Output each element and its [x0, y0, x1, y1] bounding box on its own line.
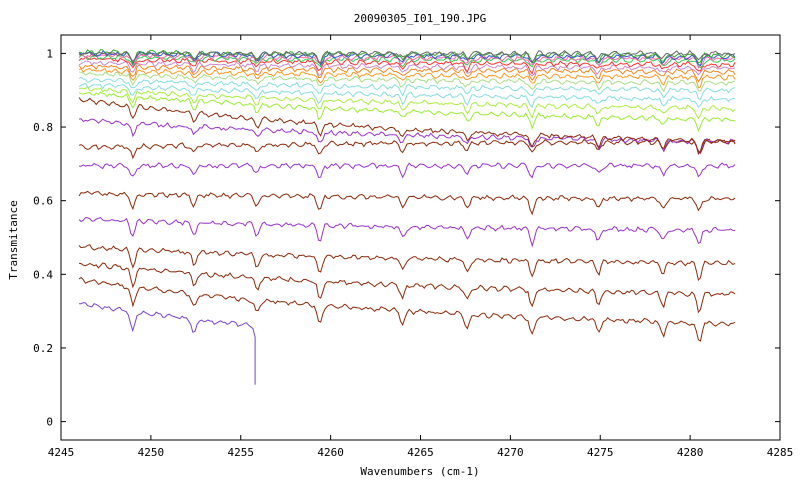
x-tick-label: 4260: [317, 446, 344, 459]
ticks-group: 4245 4250 4255 4260 4265 4270 4275 4280 4285 0 0.2…: [33, 35, 793, 459]
x-tick-label: 4270: [497, 446, 524, 459]
x-tick-label: 4265: [407, 446, 434, 459]
x-tick-label: 4250: [138, 446, 165, 459]
series-line: [78, 118, 736, 156]
x-tick-label: 4245: [48, 446, 75, 459]
series-line: [78, 302, 256, 385]
series-line: [78, 71, 736, 93]
y-tick-label: 0.2: [33, 342, 53, 355]
series-line: [78, 262, 736, 314]
series-line: [78, 86, 736, 120]
series-line: [78, 91, 736, 133]
series-line: [78, 190, 736, 216]
series-line: [78, 138, 736, 160]
series-line: [78, 217, 736, 248]
y-tick-label: 0.4: [33, 268, 53, 281]
x-tick-label: 4280: [677, 446, 704, 459]
series-line: [78, 76, 736, 101]
y-tick-label: 1: [46, 47, 53, 60]
series-line: [78, 64, 736, 83]
chart-title: 20090305_I01_190.JPG: [354, 12, 486, 25]
x-tick-label: 4285: [767, 446, 794, 459]
series-line: [78, 162, 736, 179]
series-group: [78, 48, 736, 385]
series-line: [79, 48, 736, 64]
x-axis-title: Wavenumbers (cm-1): [360, 465, 479, 478]
series-line: [78, 53, 736, 69]
series-line: [78, 56, 736, 75]
x-tick-label: 4255: [228, 446, 255, 459]
y-tick-label: 0.8: [33, 121, 53, 134]
series-line: [78, 97, 736, 155]
series-line: [78, 82, 736, 109]
series-line: [78, 276, 736, 342]
y-tick-label: 0.6: [33, 195, 53, 208]
series-line: [78, 244, 736, 282]
series-line: [78, 67, 736, 89]
x-tick-label: 4275: [587, 446, 614, 459]
series-line: [78, 49, 736, 63]
y-tick-label: 0: [46, 416, 53, 429]
series-line: [78, 60, 736, 77]
y-axis-title: Transmitance: [7, 200, 20, 279]
